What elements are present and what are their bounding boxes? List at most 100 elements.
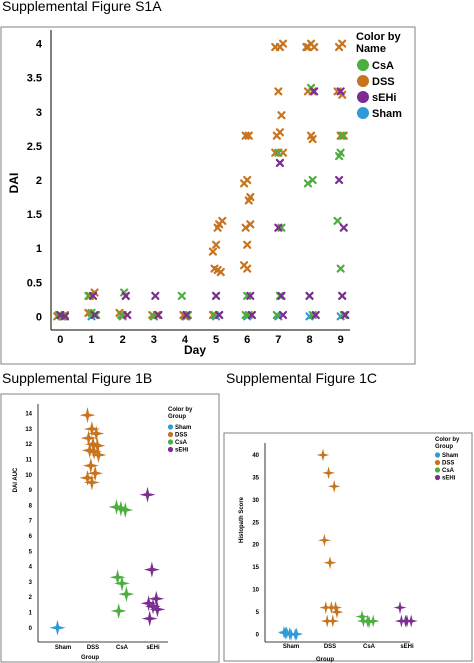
chart-c-ytick-label: 5 [256,610,260,616]
chart-s1a-point-csa [92,310,101,320]
chart-s1a-frame [0,26,416,365]
chart-s1a-point-sehi [154,310,163,320]
chart-s1a-legend: Color by Name CsA DSS sEHi Sham [356,31,402,120]
chart-s1a-point-sehi [88,291,98,301]
chart-b-point-dss [83,420,100,437]
chart-b-point-csa [110,602,127,619]
chart-s1a-xtick-label: 7 [275,334,281,346]
chart-c-point-dss [330,605,344,619]
chart-s1a-point-dss [278,39,288,48]
chart-b-point-dss [87,465,104,482]
chart-b-ytick-label: 11 [26,458,33,464]
chart-s1a-xtick-label: 2 [120,334,126,346]
chart-s1a-xtick-label: 4 [182,334,189,346]
chart-b-point-sehi [140,595,157,612]
chart-b-point-dss [80,430,97,447]
chart-c-point-csa [362,615,376,629]
chart-b-point-csa [117,502,134,518]
chart-s1a-legend-title-line1: Color by [356,31,401,43]
chart-s1a-xlabel: Day [184,343,206,357]
chart-s1a-point-sehi [246,291,255,301]
chart-s1a-point-csa [275,291,285,301]
chart-b-legend-label-sehi: sEHi [175,448,189,454]
chart-b-xtick-label: sEHi [146,645,160,651]
chart-s1a-point-dss [211,240,221,249]
chart-s1a-point-sehi [275,158,285,168]
chart-s1a-point-csa [183,310,193,320]
chart-c-ytick-label: 10 [252,588,259,594]
chart-s1a-point-dss [244,196,253,205]
chart-s1a-xtick-label: 1 [88,334,94,346]
chart-s1a-point-dss [339,131,348,140]
chart-s1a-point-sehi [247,310,256,320]
chart-s1a-point-csa [336,264,345,273]
chart-s1a-point-sehi [182,310,191,320]
chart-b-ytick-label: 0 [29,626,33,632]
chart-s1a-point-dss [302,42,311,52]
chart-1c-ylabel: Histopath Score [239,496,245,543]
chart-s1a-point-csa [116,310,126,320]
chart-b-point-sehi [145,598,161,615]
chart-c-xtick-label: sEHi [400,644,414,650]
chart-b-point-dss [89,437,106,454]
chart-b-point-dss [85,436,101,453]
chart-c-ytick-label: 25 [252,520,259,526]
chart-b-legend-label-csa: CsA [175,440,188,446]
chart-c-xtick-label: CsA [363,644,376,650]
chart-s1a-point-sehi [311,310,320,320]
chart-c-legend-swatch-sham [434,452,441,458]
chart-b-ytick-label: 12 [25,442,32,448]
chart-s1a-point-dss [277,111,286,120]
figure-1c-title: Supplemental Figure 1C [226,370,377,386]
chart-s1a-point-dss [208,310,218,320]
chart-1c-legend-title-line1: Color by [435,437,460,443]
chart-c-ytick-label: 35 [252,475,259,481]
chart-b-point-sehi [148,590,165,607]
chart-b-point-csa [114,575,130,592]
chart-s1a-xtick-label: 6 [244,334,250,346]
chart-s1a-point-dss [213,223,222,232]
chart-s1a-point-csa [274,148,283,157]
chart-b-ytick-label: 8 [29,503,33,509]
chart-s1a-point-sehi [334,175,344,185]
chart-b-legend-label-sham: Sham [175,425,191,431]
chart-s1a-xtick-label: 0 [57,334,63,346]
chart-1b-legend-title-line2: Group [168,414,186,420]
chart-s1a-legend-label-sehi: sEHi [372,92,396,104]
chart-b-point-sham [49,619,66,636]
chart-s1a-point-dss [243,175,252,185]
chart-s1a-point-sehi [121,291,130,301]
chart-b-legend-swatch-sehi [167,446,174,453]
chart-c-point-dss [324,601,338,615]
chart-c-ytick-label: 15 [252,565,259,571]
chart-b-point-sehi [149,601,166,618]
chart-s1a-legend-swatch-sham [357,107,369,119]
chart-s1a-point-sehi [211,291,221,301]
chart-s1a-point-sehi [215,310,224,320]
chart-b-xtick-label: CsA [116,645,129,651]
chart-s1a-point-dss [208,247,218,256]
figure-s1a-title: Supplemental Figure S1A [2,0,162,14]
chart-1c-xlabel: Group [316,657,334,663]
chart-c-point-csa [356,614,370,628]
chart-c-point-sehi [393,601,407,615]
chart-s1a-point-sehi [339,223,348,232]
chart-c-ytick-label: 30 [252,498,259,504]
chart-s1a-ytick-label: 0.5 [27,277,42,289]
chart-s1a-point-sehi [151,291,160,301]
chart-s1a-point-dss [310,42,319,52]
chart-1c-frame [223,432,473,662]
chart-s1a-point-csa [339,310,348,320]
chart-b-ytick-label: 4 [29,565,33,571]
chart-s1a-xtick-label: 3 [151,334,157,346]
figure-1b-title: Supplemental Figure 1B [2,370,153,386]
chart-b-legend-swatch-dss [167,431,174,438]
chart-c-point-sham [280,626,294,640]
chart-s1a-point-sehi [277,291,286,301]
chart-1b-legend-title-line1: Color by [168,407,193,413]
chart-s1a-point-csa [241,310,250,320]
chart-s1a-legend-label-csa: CsA [372,60,394,72]
chart-b-point-sehi [139,486,156,503]
chart-s1a-legend-swatch-dss [357,75,369,87]
